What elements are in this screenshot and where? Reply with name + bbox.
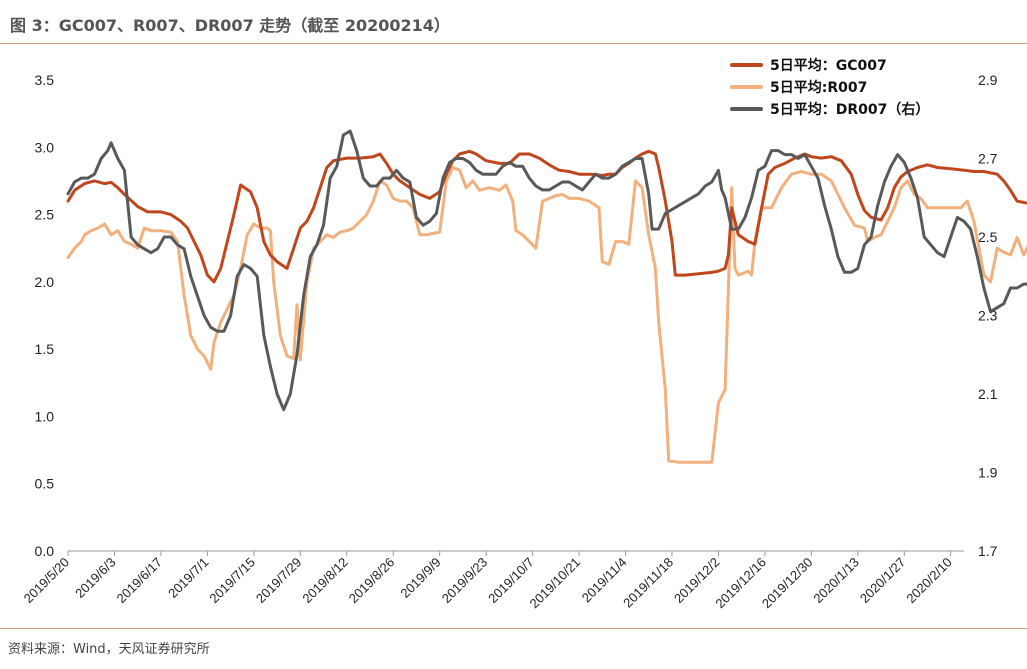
y-left-tick-label: 2.5 xyxy=(35,207,55,223)
x-tick-label: 2019/12/30 xyxy=(759,555,816,612)
legend-label-r007: 5日平均:R007 xyxy=(770,80,868,96)
x-tick-label: 2019/9/23 xyxy=(439,555,491,607)
y-right-tick-label: 2.9 xyxy=(978,72,998,88)
legend-swatch-dr007 xyxy=(730,107,763,111)
x-tick-label: 2019/10/21 xyxy=(527,555,584,612)
x-tick-label: 2019/9/9 xyxy=(397,555,443,601)
legend-label-dr007: 5日平均：DR007（右） xyxy=(770,102,930,118)
legend-swatch-r007 xyxy=(730,85,763,89)
x-tick-label: 2019/6/17 xyxy=(114,555,166,607)
y-right-tick-label: 2.1 xyxy=(978,386,998,402)
y-right-tick-label: 1.9 xyxy=(978,465,998,481)
x-tick-label: 2020/1/13 xyxy=(810,555,862,607)
series-line-dr007 xyxy=(66,129,1027,412)
x-tick-label: 2020/1/27 xyxy=(857,555,909,607)
y-right-tick-label: 2.7 xyxy=(978,151,998,167)
y-left-tick-label: 3.5 xyxy=(35,72,55,88)
chart-series xyxy=(66,129,1027,464)
x-tick-label: 2019/5/20 xyxy=(21,555,73,607)
legend-label-gc007: 5日平均：GC007 xyxy=(770,58,887,74)
x-tick-label: 2019/7/1 xyxy=(165,555,211,601)
x-tick-label: 2019/8/26 xyxy=(346,555,398,607)
y-right-tick-label: 1.7 xyxy=(978,543,998,559)
x-tick-label: 2019/8/12 xyxy=(299,555,351,607)
y-right-tick-label: 2.5 xyxy=(978,229,998,245)
source-note: 资料来源：Wind，天风证券研究所 xyxy=(8,642,210,657)
y-left-tick-label: 1.0 xyxy=(35,408,55,424)
x-tick-label: 2019/11/18 xyxy=(620,555,676,611)
legend-item-r007: 5日平均:R007 xyxy=(730,76,970,98)
y-left-tick-label: 2.0 xyxy=(35,274,55,290)
figure-title: 图 3：GC007、R007、DR007 走势（截至 20200214） xyxy=(10,16,450,35)
y-left-tick-label: 1.5 xyxy=(35,341,55,357)
x-tick-label: 2019/6/3 xyxy=(72,555,118,601)
x-tick-label: 2019/7/29 xyxy=(253,555,305,607)
title-divider xyxy=(0,43,1027,44)
source-divider xyxy=(0,628,1027,629)
legend-item-dr007: 5日平均：DR007（右） xyxy=(730,98,970,120)
y-left-tick-label: 0.0 xyxy=(35,543,55,559)
series-line-r007 xyxy=(66,166,1027,464)
x-tick-label: 2020/2/10 xyxy=(903,555,955,607)
series-line-gc007 xyxy=(66,149,1027,284)
legend-item-gc007: 5日平均：GC007 xyxy=(730,54,970,76)
legend-swatch-gc007 xyxy=(730,63,763,67)
y-left-tick-label: 0.5 xyxy=(35,476,55,492)
y-left-tick-label: 3.0 xyxy=(35,139,55,155)
x-tick-label: 2019/7/15 xyxy=(206,555,258,607)
